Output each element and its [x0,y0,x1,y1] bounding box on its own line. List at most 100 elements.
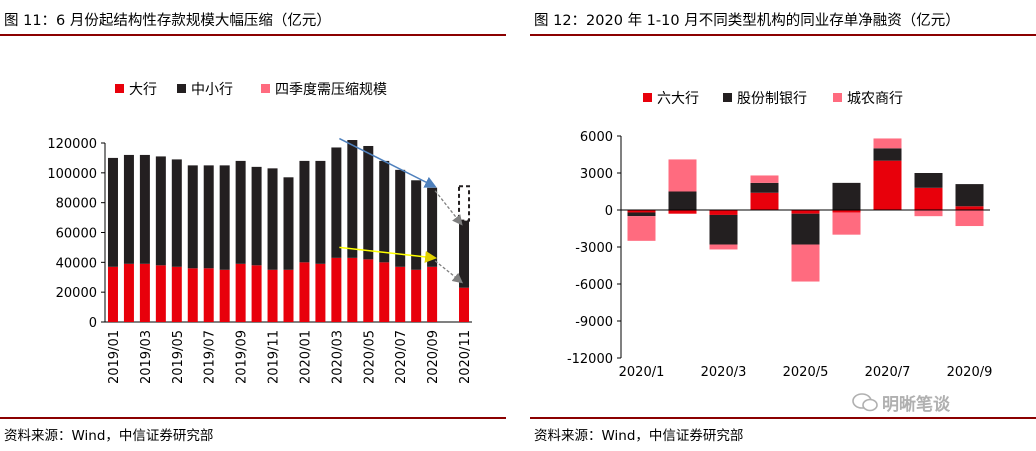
bar-2020/06-s1 [379,262,390,322]
x-tick-label: 2020/05 [362,330,377,384]
x-tick-label: 2020/07 [394,330,409,384]
x-tick-label: 2019/01 [107,330,122,384]
y-tick-label: 0 [89,316,97,331]
left-figure: 图 11：6 月份起结构性存款规模大幅压缩（亿元） 大行 中小行 四季度需压缩规模 0… [0,0,506,451]
bar-2020/11-s2 [459,220,470,288]
x-tick-label: 2020/3 [701,365,747,380]
x-tick-label: 2019/03 [139,330,154,384]
bar-2019/01-s2 [107,157,118,267]
x-tick-label: 2020/09 [426,330,441,384]
bar-2020/4-s3 [750,175,779,183]
bar-2019/03-s2 [139,154,150,264]
legend-swatch-2 [723,93,732,102]
right-chart: 六大行 股份制银行 城农商行 6000 3000 0 -3000 -6000 -9000 -120… [567,91,993,380]
y-tick-label: 60000 [56,227,97,242]
x-tick-label: 2020/7 [865,365,911,380]
bar-2020/01-s2 [299,160,310,263]
bar-2019/05-s1 [171,266,182,322]
left-top-rule [0,34,506,36]
x-tick-label: 2020/1 [619,365,665,380]
legend-swatch-1 [115,84,124,93]
bar-2019/07-s1 [203,268,214,322]
legend-label-1: 大行 [129,82,157,98]
legend-label-1: 六大行 [657,91,699,107]
bar-2019/11-s1 [267,269,278,322]
x-tick-label: 2020/9 [947,365,993,380]
bar-2019/04-s1 [155,265,166,322]
left-chart: 大行 中小行 四季度需压缩规模 0 20000 40000 60000 80000 100000… [47,82,473,384]
left-caption: 图 11：6 月份起结构性存款规模大幅压缩（亿元） [4,13,331,29]
legend-swatch-3 [833,93,842,102]
y-tick-label: 100000 [47,167,97,182]
x-tick-label: 2019/11 [267,330,282,384]
bar-2020/11-s3 [458,185,471,222]
bar-2019/01-s1 [107,266,118,322]
bar-2020/2-s3 [668,159,697,192]
bar-2019/10-s1 [251,265,262,322]
bar-2020/9-s2 [955,184,984,207]
projection-arrow-big-banks [434,260,464,284]
bar-2020/4-s2 [750,182,779,193]
bar-2019/12-s1 [283,269,294,322]
x-tick-label: 2020/5 [783,365,829,380]
trend-arrow-big-banks [339,246,438,263]
bar-2020/09-s1 [427,266,438,322]
bar-2019/03-s1 [139,263,150,322]
bar-2020/02-s2 [315,160,326,264]
bar-2020/7-s1 [873,160,902,210]
bar-2020/6-s1 [832,210,861,213]
bar-2020/08-s1 [411,269,422,322]
bar-2019/07-s2 [203,165,214,269]
bar-2019/06-s2 [187,165,198,269]
bar-2019/11-s2 [267,168,278,270]
bar-2020/7-s2 [873,148,902,161]
x-tick-label: 2020/11 [458,330,473,384]
legend-swatch-2 [177,84,186,93]
right-source: 资料来源：Wind，中信证券研究部 [534,428,744,444]
x-tick-label: 2020/01 [298,330,313,384]
y-tick-label: -9000 [575,315,613,330]
bar-2020/07-s1 [395,266,406,322]
wechat-icon [852,393,878,412]
bar-2020/2-s1 [668,210,697,214]
y-tick-label: 3000 [580,167,613,182]
watermark: 明晰笔谈 [882,395,950,415]
legend-label-3: 城农商行 [847,91,903,107]
x-tick-label: 2020/03 [330,330,345,384]
bar-2020/8-s1 [914,187,943,210]
bar-2020/07-s2 [395,169,406,267]
bar-2020/9-s3 [955,210,984,227]
y-tick-label: 80000 [56,197,97,212]
bar-2020/8-s3 [914,210,943,217]
x-tick-label: 2019/09 [235,330,250,384]
bar-2019/08-s1 [219,269,230,322]
bar-2019/02-s2 [123,154,134,264]
bar-2020/05-s1 [363,259,374,322]
bar-2020/5-s3 [791,244,820,282]
bar-2019/02-s1 [123,263,134,322]
bar-2020/6-s3 [832,212,861,235]
bar-2020/3-s2 [709,214,738,245]
legend-swatch-1 [643,93,652,102]
legend-swatch-3 [261,84,270,93]
bar-2020/7-s3 [873,138,902,149]
bar-2020/03-s1 [331,257,342,322]
bar-2020/02-s1 [315,263,326,322]
bar-2020/04-s1 [347,257,358,322]
bar-2019/04-s2 [155,156,166,266]
bar-2019/09-s1 [235,263,246,322]
bar-2020/3-s1 [709,210,738,215]
legend-label-2: 股份制银行 [737,91,807,107]
bar-2020/5-s2 [791,213,820,245]
y-tick-label: -12000 [567,352,613,367]
bar-2019/12-s2 [283,177,294,270]
left-source: 资料来源：Wind，中信证券研究部 [4,428,214,444]
legend-label-3: 四季度需压缩规模 [275,82,387,98]
bar-2020/9-s1 [955,206,984,210]
bar-2020/08-s2 [411,180,422,270]
y-tick-label: -3000 [575,241,613,256]
y-tick-label: -6000 [575,278,613,293]
bar-2020/6-s2 [832,182,861,210]
x-tick-label: 2019/05 [171,330,186,384]
bar-2020/04-s2 [347,140,358,258]
